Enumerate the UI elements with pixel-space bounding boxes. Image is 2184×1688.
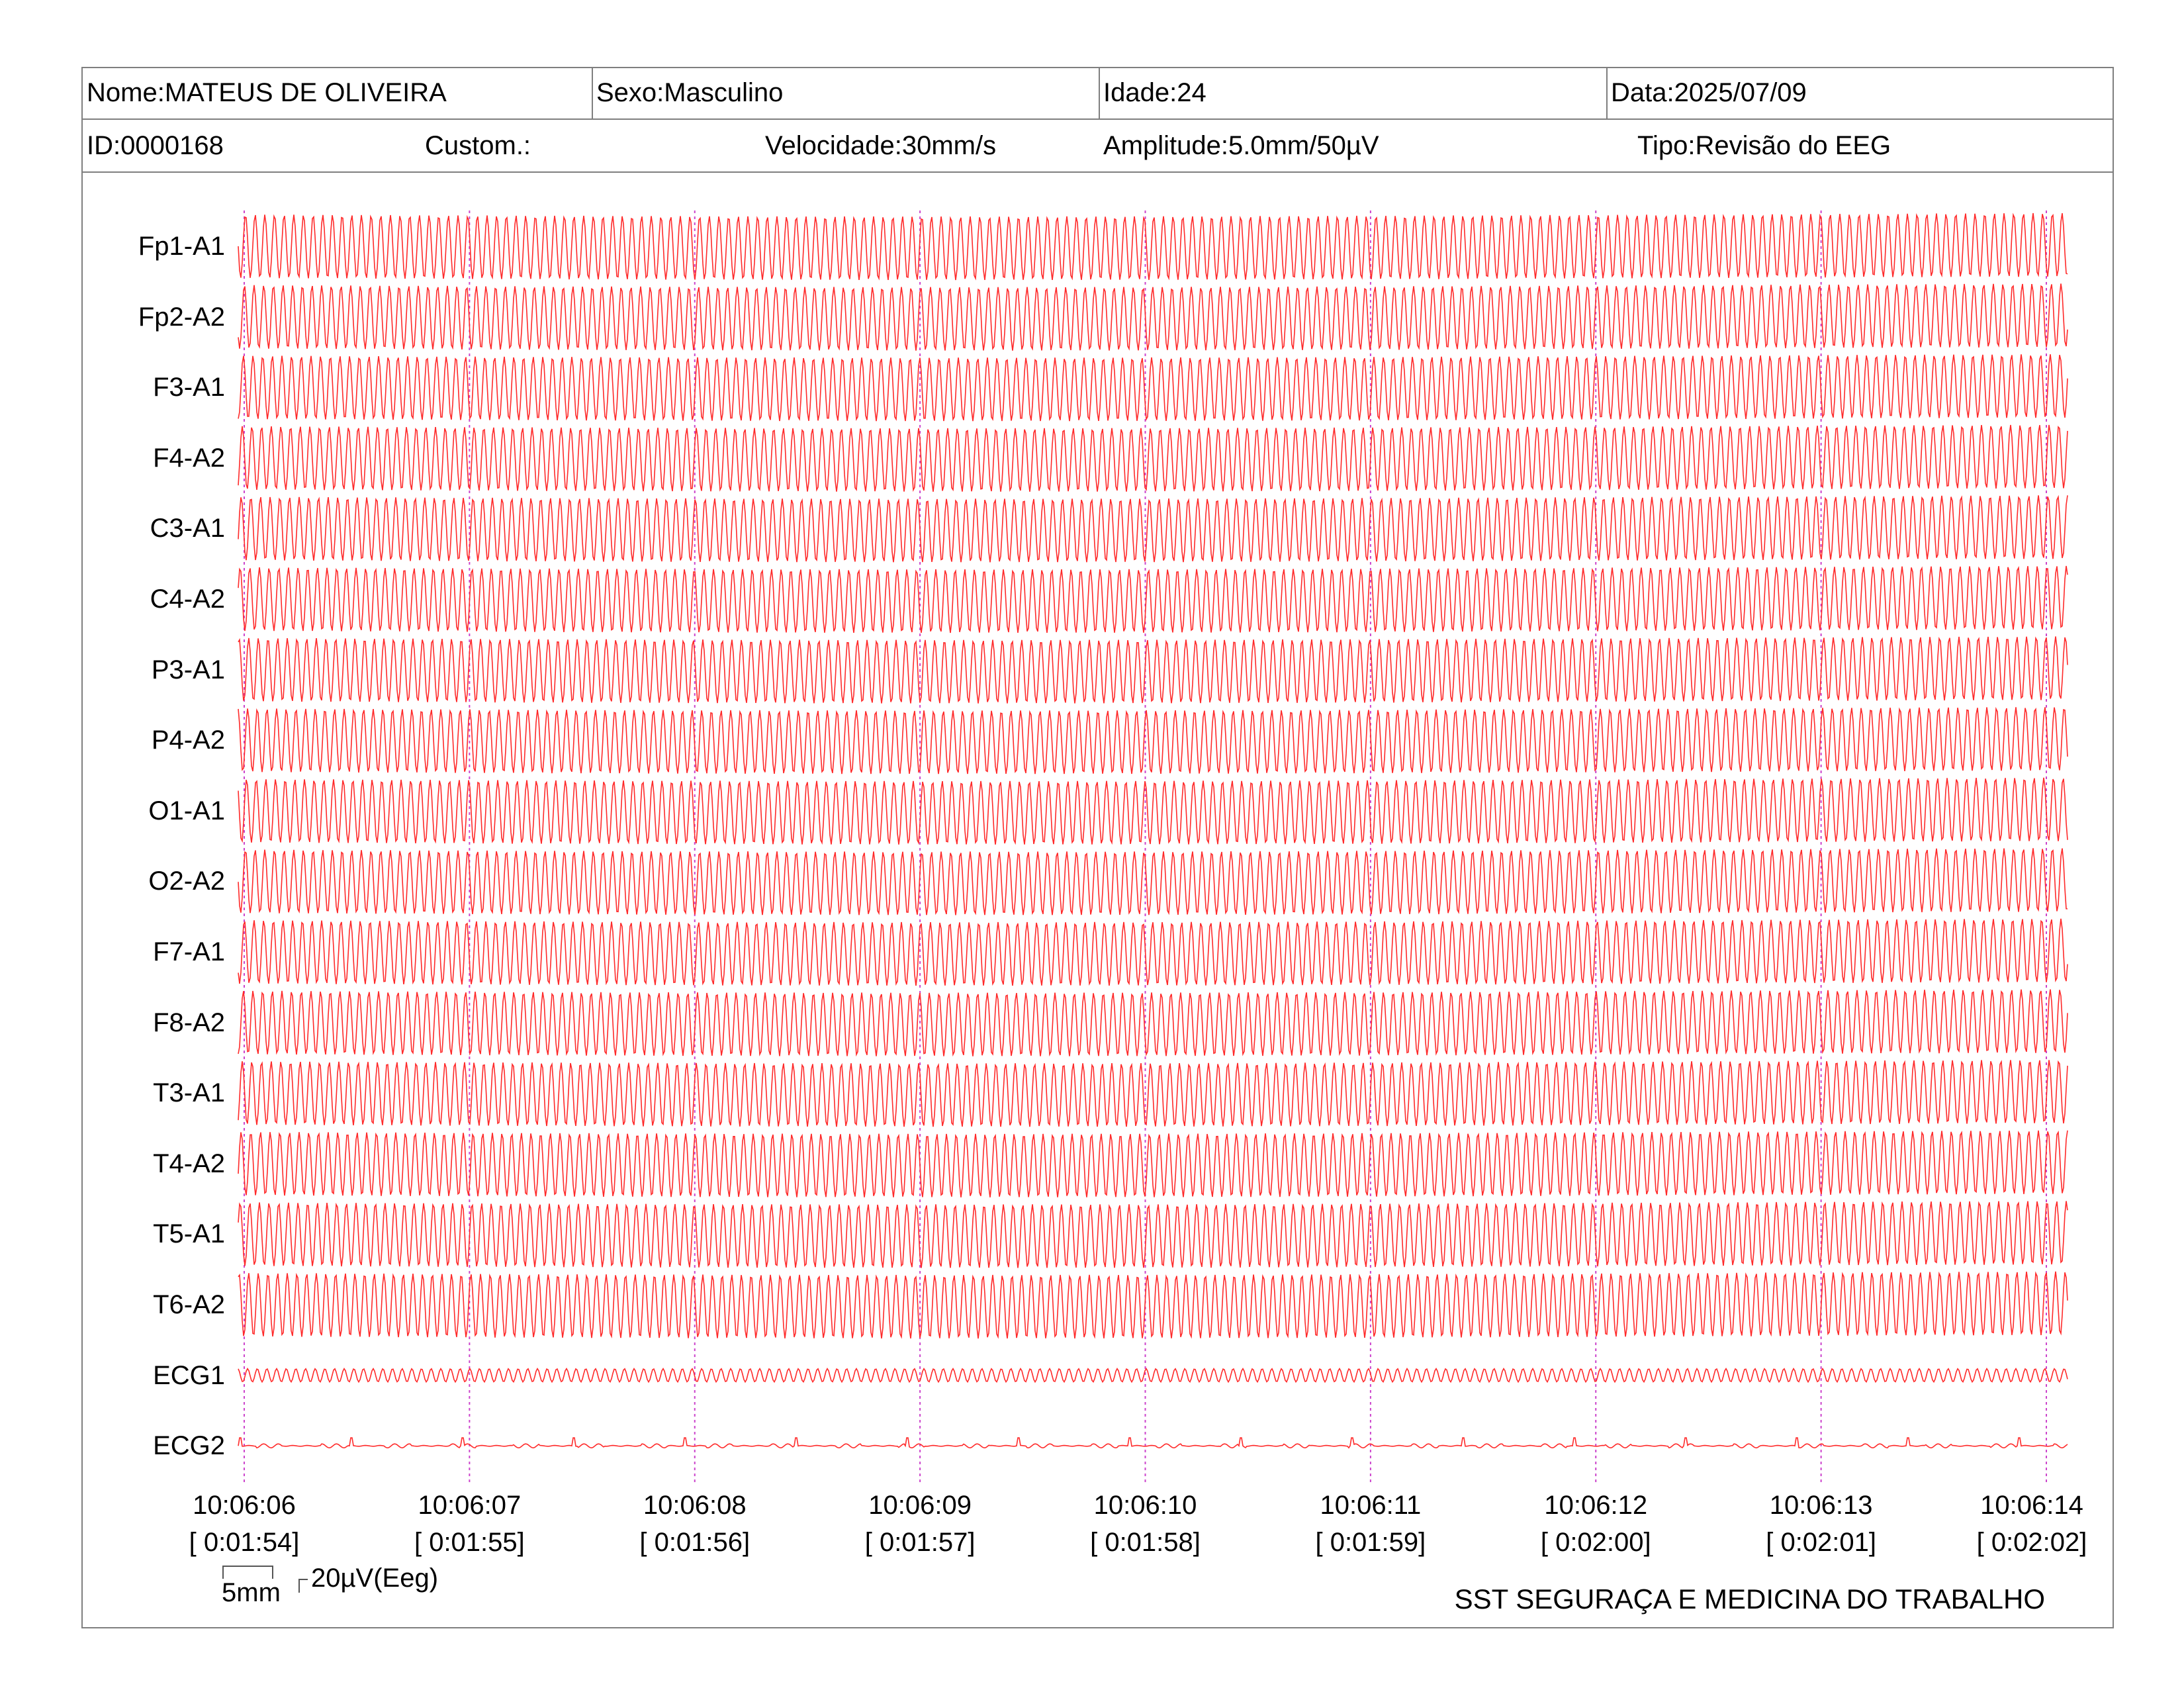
channel-trace-fp2-a2	[238, 283, 2068, 351]
channel-label: ECG1	[153, 1360, 225, 1390]
channel-label: F7-A1	[153, 937, 225, 966]
channel-label: Fp2-A2	[138, 302, 225, 332]
channel-trace-o1-a1	[238, 777, 2068, 845]
time-mark: 10:06:08 [ 0:01:56]	[615, 1487, 774, 1561]
time-scale-label: 5mm	[222, 1578, 281, 1607]
time-clock-label: 10:06:09	[868, 1491, 972, 1520]
channel-label: Fp1-A1	[138, 232, 225, 261]
time-mark: 10:06:07 [ 0:01:55]	[390, 1487, 549, 1561]
channel-label: C3-A1	[150, 514, 225, 543]
time-clock-label: 10:06:06	[193, 1491, 296, 1520]
header-divider	[592, 67, 593, 118]
time-clock-label: 10:06:13	[1769, 1491, 1873, 1520]
header-row-patient: Nome:MATEUS DE OLIVEIRA Sexo:Masculino I…	[81, 67, 2114, 120]
channel-trace-ecg2	[238, 1437, 2068, 1449]
time-elapsed-label: [ 0:02:01]	[1766, 1528, 1877, 1557]
time-mark: 10:06:11 [ 0:01:59]	[1291, 1487, 1450, 1561]
channel-trace-fp1-a1	[238, 212, 2068, 281]
channel-trace-o2-a2	[238, 848, 2068, 915]
channel-label: C4-A2	[150, 585, 225, 614]
time-elapsed-label: [ 0:02:02]	[1976, 1528, 2087, 1557]
time-elapsed-label: [ 0:01:56]	[639, 1528, 751, 1557]
time-mark: 10:06:13 [ 0:02:01]	[1742, 1487, 1901, 1561]
time-clock-label: 10:06:08	[643, 1491, 747, 1520]
channel-trace-p3-a1	[238, 636, 2068, 704]
channel-label: T6-A2	[153, 1290, 225, 1319]
patient-id: ID:0000168	[87, 130, 224, 160]
time-clock-label: 10:06:11	[1320, 1491, 1422, 1520]
exam-date: Data:2025/07/09	[1611, 77, 1807, 107]
report-frame	[81, 67, 2114, 1628]
channel-trace-f8-a2	[238, 989, 2068, 1057]
channel-label: F8-A2	[153, 1008, 225, 1037]
channel-label: T4-A2	[153, 1149, 225, 1178]
time-elapsed-label: [ 0:02:00]	[1540, 1528, 1651, 1557]
channel-trace-t5-a1	[238, 1201, 2068, 1268]
review-type: Tipo:Revisão do EEG	[1637, 130, 1891, 160]
channel-trace-ecg1	[238, 1368, 2068, 1383]
channel-label: P3-A1	[151, 655, 225, 684]
patient-age: Idade:24	[1103, 77, 1206, 107]
channel-trace-t6-a2	[238, 1271, 2068, 1339]
channel-label: F4-A2	[153, 443, 225, 473]
time-elapsed-label: [ 0:01:55]	[414, 1528, 525, 1557]
patient-sex: Sexo:Masculino	[596, 77, 784, 107]
time-elapsed-label: [ 0:01:59]	[1315, 1528, 1426, 1557]
channel-trace-t4-a2	[238, 1130, 2068, 1197]
header-divider	[1606, 67, 1608, 118]
channel-label: O1-A1	[148, 796, 225, 825]
time-clock-label: 10:06:10	[1093, 1491, 1197, 1520]
channel-trace-f3-a1	[238, 354, 2068, 422]
time-elapsed-label: [ 0:01:54]	[189, 1528, 300, 1557]
channel-label: O2-A2	[148, 867, 225, 896]
channel-trace-f4-a2	[238, 424, 2068, 492]
channel-trace-c3-a1	[238, 494, 2068, 563]
amplitude-scale-label: 20µV(Eeg)	[311, 1564, 439, 1593]
time-mark: 10:06:06 [ 0:01:54]	[165, 1487, 324, 1561]
channel-trace-f7-a1	[238, 918, 2068, 986]
channel-label: ECG2	[153, 1431, 225, 1461]
channel-label: T5-A1	[153, 1219, 225, 1249]
time-mark: 10:06:10 [ 0:01:58]	[1066, 1487, 1225, 1561]
time-mark: 10:06:09 [ 0:01:57]	[841, 1487, 999, 1561]
channel-trace-p4-a2	[238, 706, 2068, 774]
channel-trace-t3-a1	[238, 1060, 2068, 1127]
time-clock-label: 10:06:14	[1980, 1491, 2083, 1520]
patient-name: Nome:MATEUS DE OLIVEIRA	[87, 77, 447, 107]
channel-label: P4-A2	[151, 726, 225, 755]
header-divider	[1099, 67, 1100, 118]
time-clock-label: 10:06:12	[1544, 1491, 1648, 1520]
time-mark: 10:06:12 [ 0:02:00]	[1516, 1487, 1675, 1561]
custom-field: Custom.:	[425, 130, 531, 160]
time-elapsed-label: [ 0:01:57]	[864, 1528, 976, 1557]
organization-name: SST SEGURAÇA E MEDICINA DO TRABALHO	[1454, 1583, 2045, 1615]
time-clock-label: 10:06:07	[418, 1491, 522, 1520]
channel-trace-c4-a2	[238, 565, 2068, 633]
time-elapsed-label: [ 0:01:58]	[1090, 1528, 1201, 1557]
time-mark: 10:06:14 [ 0:02:02]	[1952, 1487, 2111, 1561]
recording-speed: Velocidade:30mm/s	[765, 130, 997, 160]
recording-amplitude: Amplitude:5.0mm/50µV	[1103, 130, 1379, 160]
channel-label: T3-A1	[153, 1078, 225, 1108]
header-row-recording: ID:0000168 Custom.: Velocidade:30mm/s Am…	[81, 120, 2114, 173]
calibration-bracket	[222, 1566, 308, 1593]
channel-label: F3-A1	[153, 373, 225, 402]
